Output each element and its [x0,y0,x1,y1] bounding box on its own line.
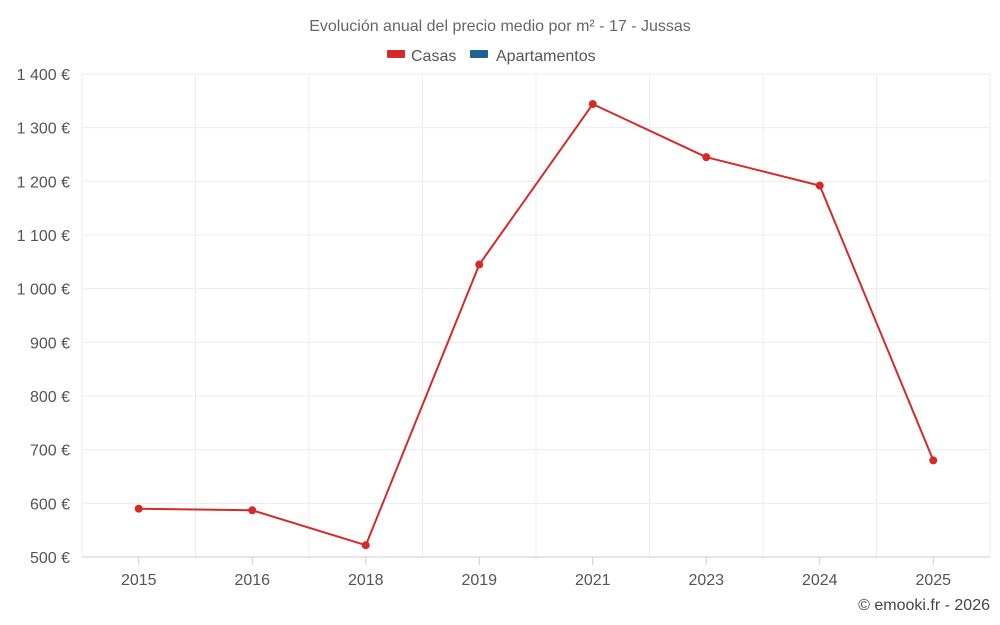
data-point-2025[interactable] [929,456,938,465]
x-tick-label: 2016 [234,572,270,589]
y-tick-label: 800 € [30,389,70,406]
y-axis-ticks: 500 € 600 € 700 € 800 € 900 € 1 000 € 1 100 € 1… [17,67,70,567]
y-tick-label: 700 € [30,443,70,460]
legend-item-casas[interactable]: Casas [387,48,456,65]
legend-label-casas: Casas [411,48,456,65]
data-point-2019[interactable] [475,260,484,269]
data-point-2016[interactable] [248,506,257,515]
x-tick-label: 2024 [802,572,838,589]
x-tick-label: 2023 [688,572,724,589]
grid [81,73,991,557]
x-axis-ticks: 2015 2016 2018 2019 2021 2023 2024 2025 [121,557,951,589]
y-tick-label: 1 100 € [17,228,70,245]
series-casas [134,100,938,550]
series-line-casas [138,103,935,547]
chart-title: Evolución anual del precio medio por m² … [309,18,691,35]
x-tick-label: 2015 [121,572,157,589]
y-tick-label: 1 300 € [17,121,70,138]
legend: Casas Apartamentos [387,48,596,65]
y-tick-label: 500 € [30,550,70,567]
x-tick-label: 2019 [461,572,497,589]
legend-label-apartamentos: Apartamentos [496,48,596,65]
legend-swatch-casas [387,50,405,58]
y-tick-label: 600 € [30,496,70,513]
x-tick-label: 2021 [575,572,611,589]
x-tick-label: 2025 [915,572,951,589]
y-tick-label: 1 400 € [17,67,70,84]
data-point-2021[interactable] [588,100,597,109]
legend-swatch-apartamentos [470,50,488,58]
data-point-2024[interactable] [815,181,824,190]
y-tick-label: 1 000 € [17,282,70,299]
credit: © emooki.fr - 2026 [858,597,990,614]
x-tick-label: 2018 [348,572,384,589]
data-point-2018[interactable] [361,541,370,550]
y-tick-label: 900 € [30,335,70,352]
y-tick-label: 1 200 € [17,174,70,191]
legend-item-apartamentos[interactable]: Apartamentos [470,48,596,65]
data-point-2023[interactable] [702,153,711,162]
data-point-2015[interactable] [134,504,143,513]
